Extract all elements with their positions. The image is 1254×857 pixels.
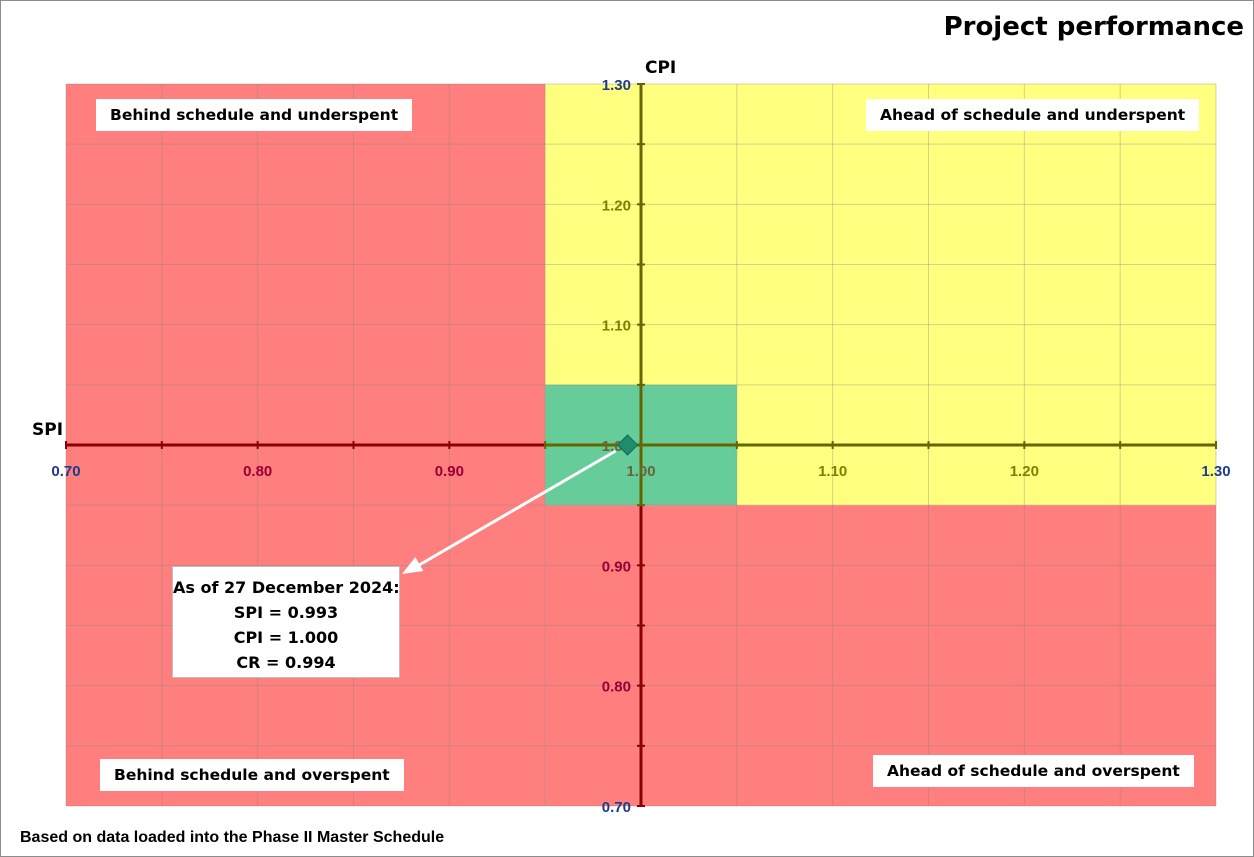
x-tick-label: 0.90 — [435, 463, 464, 480]
callout-cpi: CPI = 1.000 — [233, 628, 339, 647]
y-tick-label: 0.80 — [602, 679, 631, 696]
axes — [65, 83, 1217, 807]
y-axis-label: CPI — [645, 58, 677, 78]
x-tick-label: 1.00 — [626, 463, 655, 480]
x-tick-label: 1.10 — [818, 463, 847, 480]
quadrant-label-bottom-right: Ahead of schedule and overspent — [873, 755, 1194, 787]
x-axis-label: SPI — [32, 420, 64, 440]
quadrant-label-top-left: Behind schedule and underspent — [96, 99, 413, 131]
tick-labels: 0.70 0.80 0.90 1.00 1.10 1.20 1.30 0.70 0.80 0.90… — [51, 77, 1230, 816]
y-tick-label: 1.20 — [602, 197, 631, 214]
quadrant-label-top-right: Ahead of schedule and underspent — [866, 99, 1200, 131]
callout-cr: CR = 0.994 — [236, 653, 336, 672]
y-tick-label: 0.70 — [602, 799, 631, 816]
x-tick-label: 0.80 — [243, 463, 272, 480]
data-point-marker — [616, 434, 639, 456]
callout-arrowhead — [402, 557, 424, 574]
y-tick-label: 0.90 — [602, 558, 631, 575]
footnote: Based on data loaded into the Phase II M… — [20, 829, 445, 846]
y-tick-label: 1.30 — [602, 77, 631, 94]
x-tick-label: 1.30 — [1201, 463, 1230, 480]
data-points — [616, 434, 639, 456]
callout-date: As of 27 December 2024: — [173, 578, 400, 597]
callout-arrow — [413, 449, 617, 570]
status-callout: As of 27 December 2024: SPI = 0.993 CPI … — [172, 566, 400, 678]
quadrant-label-bottom-left: Behind schedule and overspent — [100, 759, 404, 791]
x-tick-label: 1.20 — [1010, 463, 1039, 480]
callout-spi: SPI = 0.993 — [233, 603, 339, 622]
y-tick-label: 1.10 — [602, 318, 631, 335]
chart-title: Project performance — [943, 12, 1244, 42]
x-tick-label: 0.70 — [51, 463, 80, 480]
